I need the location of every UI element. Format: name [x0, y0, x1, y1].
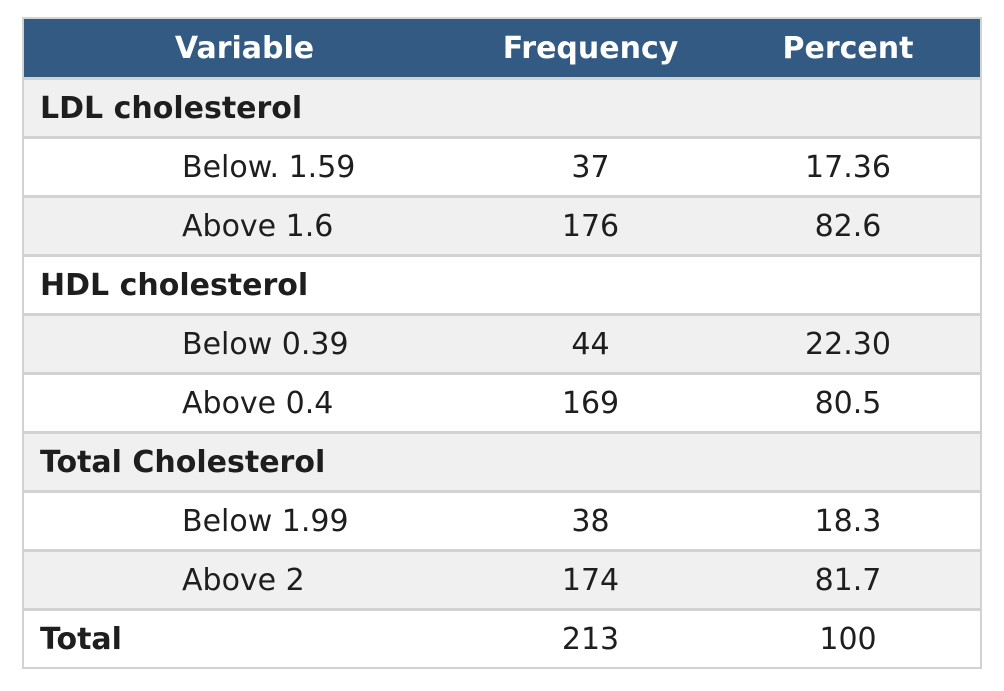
header-variable: Variable	[24, 19, 465, 80]
table-row: Below 0.39 44 22.30	[24, 316, 980, 375]
frequency-cell: 44	[465, 316, 716, 375]
table-row: Above 2 174 81.7	[24, 552, 980, 611]
data-table: Variable Frequency Percent LDL cholester…	[24, 19, 980, 667]
percent-cell: 18.3	[716, 493, 980, 552]
percent-cell: 80.5	[716, 375, 980, 434]
group-label: LDL cholesterol	[24, 80, 465, 139]
table-row: Above 1.6 176 82.6	[24, 198, 980, 257]
group-label: Total Cholesterol	[24, 434, 465, 493]
header-frequency: Frequency	[465, 19, 716, 80]
row-label: Below. 1.59	[24, 139, 465, 198]
row-label: Above 2	[24, 552, 465, 611]
row-label: Below 1.99	[24, 493, 465, 552]
frequency-cell: 174	[465, 552, 716, 611]
row-label: Above 1.6	[24, 198, 465, 257]
table-header: Variable Frequency Percent	[24, 19, 980, 80]
header-percent: Percent	[716, 19, 980, 80]
percent-cell: 82.6	[716, 198, 980, 257]
frequency-cell: 38	[465, 493, 716, 552]
empty-cell	[716, 257, 980, 316]
table-body: LDL cholesterol Below. 1.59 37 17.36 Abo…	[24, 80, 980, 667]
percent-cell: 81.7	[716, 552, 980, 611]
empty-cell	[716, 434, 980, 493]
empty-cell	[465, 434, 716, 493]
group-row-total-cholesterol: Total Cholesterol	[24, 434, 980, 493]
table-row: Below. 1.59 37 17.36	[24, 139, 980, 198]
frequency-cell: 169	[465, 375, 716, 434]
percent-cell: 17.36	[716, 139, 980, 198]
group-row-hdl: HDL cholesterol	[24, 257, 980, 316]
percent-cell: 22.30	[716, 316, 980, 375]
header-row: Variable Frequency Percent	[24, 19, 980, 80]
frequency-cell: 37	[465, 139, 716, 198]
row-label: Below 0.39	[24, 316, 465, 375]
empty-cell	[465, 257, 716, 316]
total-row: Total 213 100	[24, 611, 980, 667]
total-percent: 100	[716, 611, 980, 667]
total-label: Total	[24, 611, 465, 667]
table-row: Below 1.99 38 18.3	[24, 493, 980, 552]
frequency-cell: 176	[465, 198, 716, 257]
table-row: Above 0.4 169 80.5	[24, 375, 980, 434]
group-label: HDL cholesterol	[24, 257, 465, 316]
cholesterol-frequency-table: Variable Frequency Percent LDL cholester…	[22, 17, 982, 669]
row-label: Above 0.4	[24, 375, 465, 434]
total-frequency: 213	[465, 611, 716, 667]
empty-cell	[716, 80, 980, 139]
empty-cell	[465, 80, 716, 139]
group-row-ldl: LDL cholesterol	[24, 80, 980, 139]
